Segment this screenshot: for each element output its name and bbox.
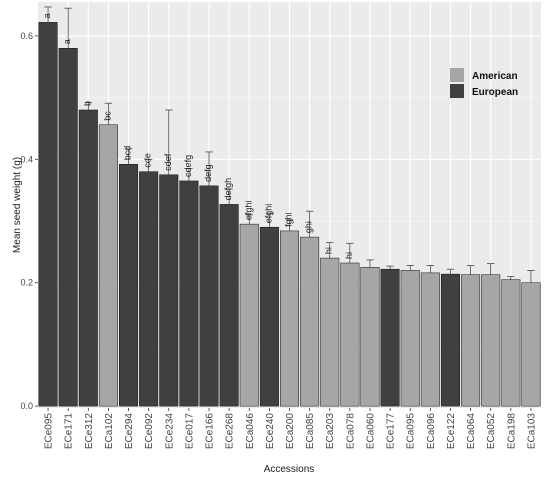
x-tick-label: ECa203 <box>325 413 336 450</box>
bar <box>219 204 239 407</box>
significance-label: hi <box>344 252 354 259</box>
legend-key-european <box>450 84 464 98</box>
x-tick-label: ECe268 <box>225 413 236 450</box>
x-tick-label: ECa096 <box>426 413 437 450</box>
bar <box>461 274 481 407</box>
x-tick-label: ECe240 <box>265 413 276 450</box>
bar <box>440 273 460 407</box>
bar <box>300 236 320 407</box>
bar <box>380 268 400 407</box>
x-tick-label: ECa052 <box>486 413 497 450</box>
y-tick-label: 0.0 <box>20 401 33 411</box>
significance-label: efghi <box>243 201 253 221</box>
legend: American European <box>450 68 518 98</box>
bar <box>481 274 501 407</box>
bars <box>38 22 541 407</box>
x-tick-label: ECe017 <box>184 413 195 450</box>
x-tick-label: ECe294 <box>124 413 135 450</box>
bar <box>78 109 98 407</box>
bar <box>159 174 179 407</box>
significance-label: defg <box>203 164 213 182</box>
x-tick-label: ECe092 <box>144 413 155 450</box>
x-tick-label: ECa198 <box>506 413 517 450</box>
y-axis-ticks: 0.0 0.2 0.4 0.6 <box>20 31 38 411</box>
y-tick-label: 0.6 <box>20 31 33 41</box>
x-tick-label: ECa103 <box>526 413 537 450</box>
x-tick-label: ECa078 <box>345 413 356 450</box>
x-tick-label: ECe234 <box>164 413 175 450</box>
significance-label: b <box>82 101 92 106</box>
x-axis-ticks: ECe095 ECe171 ECe312 ECa102 ECe294 ECe092 ECe2… <box>44 408 537 450</box>
bar <box>501 279 521 407</box>
significance-label: bcd <box>123 146 133 161</box>
bar <box>259 226 279 407</box>
y-tick-label: 0.4 <box>20 154 33 164</box>
bar <box>179 180 199 407</box>
x-tick-label: ECa046 <box>245 413 256 450</box>
bar <box>58 48 78 407</box>
x-tick-label: ECa060 <box>365 413 376 450</box>
bar <box>98 124 118 407</box>
significance-label: defgh <box>223 178 233 201</box>
bar <box>521 282 541 407</box>
x-tick-label: ECe171 <box>64 413 75 450</box>
x-tick-label: ECa064 <box>466 413 477 450</box>
x-tick-label: ECa095 <box>406 413 417 450</box>
significance-label: cde <box>143 153 153 168</box>
legend-label-american: American <box>472 71 518 82</box>
bar <box>340 262 360 407</box>
significance-label: cdefg <box>183 155 193 177</box>
bar <box>119 164 139 407</box>
bar <box>239 223 259 407</box>
significance-label: a <box>42 13 52 18</box>
significance-label: cdef <box>163 153 173 171</box>
bar <box>279 230 300 407</box>
x-tick-label: ECe166 <box>205 413 216 450</box>
x-tick-label: ECe122 <box>446 413 457 450</box>
legend-key-american <box>450 68 464 82</box>
significance-label: hi <box>324 247 334 254</box>
legend-label-european: European <box>472 87 518 98</box>
bar <box>420 272 440 407</box>
x-tick-label: ECe095 <box>44 413 55 450</box>
significance-label: ghi <box>304 221 314 233</box>
x-tick-label: ECe312 <box>84 413 95 450</box>
error-bars <box>44 6 535 283</box>
bar <box>139 171 159 407</box>
significance-label: bc <box>102 111 112 121</box>
bar <box>38 22 58 407</box>
significance-label: fghi <box>284 212 294 227</box>
bar <box>360 267 380 407</box>
significance-label: efghi <box>263 204 273 224</box>
bar <box>320 257 340 407</box>
x-tick-label: ECe177 <box>386 413 397 450</box>
bar <box>199 185 219 407</box>
significance-label: a <box>62 39 72 44</box>
y-axis-title: Mean seed weight (g) <box>12 157 23 253</box>
y-tick-label: 0.2 <box>20 278 33 288</box>
x-tick-label: ECa085 <box>305 413 316 450</box>
bar <box>400 270 420 407</box>
x-axis-title: Accessions <box>264 464 315 475</box>
x-tick-label: ECa200 <box>285 413 296 450</box>
x-tick-label: ECa102 <box>104 413 115 450</box>
